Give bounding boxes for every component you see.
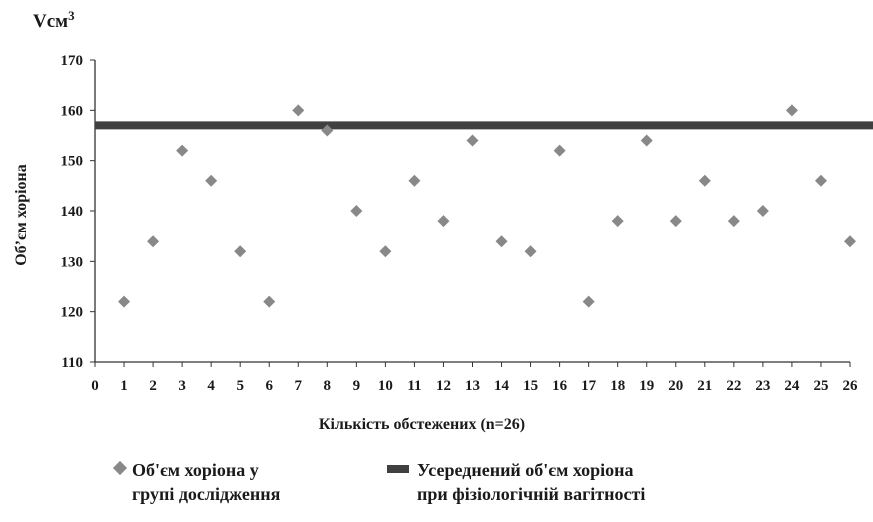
x-tick-label: 23 — [755, 378, 770, 394]
legend-scatter-label-line1: Об'єм хоріона у — [132, 460, 259, 480]
x-tick-label: 15 — [523, 378, 538, 394]
x-tick-label: 3 — [178, 378, 186, 394]
data-point — [234, 245, 247, 258]
data-point — [466, 134, 479, 147]
x-tick-label: 16 — [552, 378, 568, 394]
y-tick-label: 110 — [61, 355, 83, 371]
x-tick-label: 0 — [91, 378, 99, 394]
data-point — [524, 245, 537, 258]
data-points — [118, 104, 856, 308]
data-point — [785, 104, 798, 117]
data-point — [814, 174, 827, 187]
x-tick-label: 2 — [149, 378, 157, 394]
data-point — [669, 215, 682, 228]
data-point — [844, 235, 856, 248]
data-point — [640, 134, 653, 147]
legend-ref-label-line1: Усереднений об'єм хоріона — [417, 460, 634, 480]
data-point — [292, 104, 305, 117]
data-point — [582, 295, 595, 308]
x-tick-label: 13 — [465, 378, 480, 394]
axes — [90, 59, 851, 367]
x-tick-label: 14 — [494, 378, 510, 394]
data-point — [350, 205, 363, 217]
data-point — [727, 215, 740, 228]
legend-diamond-marker — [112, 460, 128, 476]
x-tick-label: 12 — [436, 378, 451, 394]
x-tick-label: 20 — [668, 378, 683, 394]
x-axis-title: Кількість обстежених (n=26) — [319, 416, 525, 433]
data-point — [118, 295, 131, 308]
legend-ref-label-line2: при фізіологічній вагітності — [417, 484, 646, 504]
data-point — [147, 235, 160, 248]
data-point — [321, 124, 334, 137]
y-tick-label: 140 — [61, 204, 84, 220]
x-tick-label: 10 — [378, 378, 393, 394]
x-tick-label: 24 — [784, 378, 800, 394]
x-tick-label: 22 — [726, 378, 741, 394]
x-tick-label: 9 — [353, 378, 361, 394]
x-tick-label: 25 — [813, 378, 828, 394]
y-tick-label: 120 — [61, 305, 84, 321]
unit-label: Vсм3 — [33, 8, 75, 32]
y-tick-labels: 110 120 130 140 150 160 170 — [61, 53, 84, 371]
y-axis-title: Об’єм хоріона — [13, 164, 30, 266]
x-tick-label: 4 — [207, 378, 215, 394]
data-point — [756, 205, 769, 217]
x-tick-label: 8 — [324, 378, 332, 394]
x-tick-label: 6 — [265, 378, 273, 394]
x-tick-label: 11 — [407, 378, 421, 394]
data-point — [176, 144, 189, 157]
chart-area: Vсм3 Об’єм хоріона Кількість обстежених … — [13, 8, 873, 433]
data-point — [495, 235, 508, 248]
data-point — [263, 295, 276, 308]
y-tick-label: 130 — [61, 254, 84, 270]
x-tick-label: 17 — [581, 378, 597, 394]
data-point — [408, 174, 421, 187]
x-tick-label: 5 — [236, 378, 244, 394]
y-tick-label: 160 — [61, 103, 84, 119]
x-tick-label: 7 — [295, 378, 303, 394]
legend-item-reference: Усереднений об'єм хоріона при фізіологіч… — [387, 458, 646, 506]
data-point — [553, 144, 566, 157]
x-tick-label: 26 — [843, 378, 859, 394]
x-tick-label: 21 — [697, 378, 712, 394]
x-tick-labels: 0 1 2 3 4 5 6 7 8 9 10 11 12 13 14 15 16 17 18 19 20 21 22 23 24… — [91, 378, 858, 394]
data-point — [611, 215, 624, 228]
data-point — [205, 174, 218, 187]
x-tick-label: 18 — [610, 378, 625, 394]
x-tick-label: 19 — [639, 378, 654, 394]
legend-scatter-label-line2: групі дослідження — [132, 484, 281, 504]
y-tick-label: 150 — [61, 154, 84, 170]
data-point — [698, 174, 711, 187]
legend-item-scatter: Об'єм хоріона у групі дослідження — [112, 458, 281, 506]
x-tick-label: 1 — [120, 378, 128, 394]
data-point — [379, 245, 392, 258]
legend-line-marker — [387, 465, 409, 473]
data-point — [437, 215, 450, 228]
y-tick-label: 170 — [61, 53, 84, 69]
